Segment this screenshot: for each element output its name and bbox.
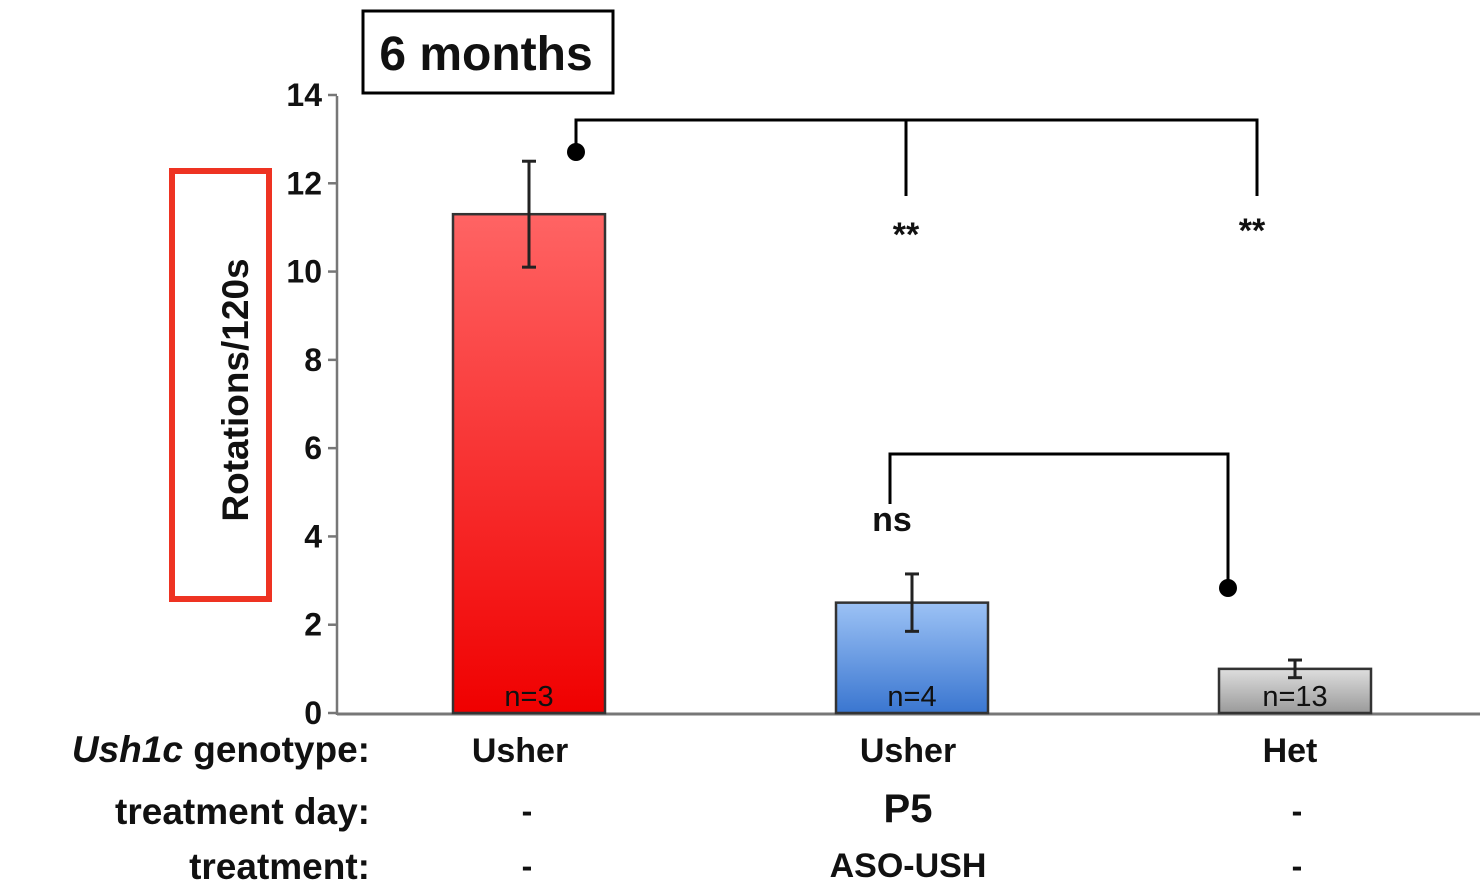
row-value: - [1292,793,1303,829]
y-tick-label: 2 [304,607,322,643]
bracket-origin-dot [1219,579,1237,597]
y-axis-label: Rotations/120s [215,258,256,521]
significance-label: ns [872,501,912,539]
row-value: - [522,848,533,884]
row-value: Usher [860,732,956,770]
y-tick-label: 0 [304,695,322,731]
bracket-origin-dot [567,143,585,161]
bar [451,212,607,715]
bar [834,601,990,715]
y-tick-label: 6 [304,430,322,466]
n-label: n=3 [504,681,553,713]
y-tick-label: 10 [286,254,322,290]
row-value: - [1292,848,1303,884]
y-tick-label: 4 [304,518,322,554]
n-label: n=13 [1262,681,1327,713]
y-tick-label: 14 [286,77,322,113]
title-box [361,9,615,95]
significance-label: ** [893,216,920,254]
row-value: Usher [472,732,568,770]
significance-bracket-top [574,118,1259,196]
y-tick-label: 12 [286,165,322,201]
row-value: Het [1263,732,1318,770]
row-value: P5 [884,787,933,831]
row-label: Ush1c genotype: [72,729,370,770]
significance-bracket-lower [888,452,1230,588]
row-value: - [522,793,533,829]
ylabel-highlight-box [169,168,272,602]
chart-title: 6 months [379,28,592,81]
n-label: n=4 [887,681,936,713]
y-tick-label: 8 [304,342,322,378]
row-label: treatment: [189,846,370,887]
row-value: ASO-USH [830,847,987,885]
significance-label: ** [1239,212,1266,250]
row-label: treatment day: [115,791,370,832]
